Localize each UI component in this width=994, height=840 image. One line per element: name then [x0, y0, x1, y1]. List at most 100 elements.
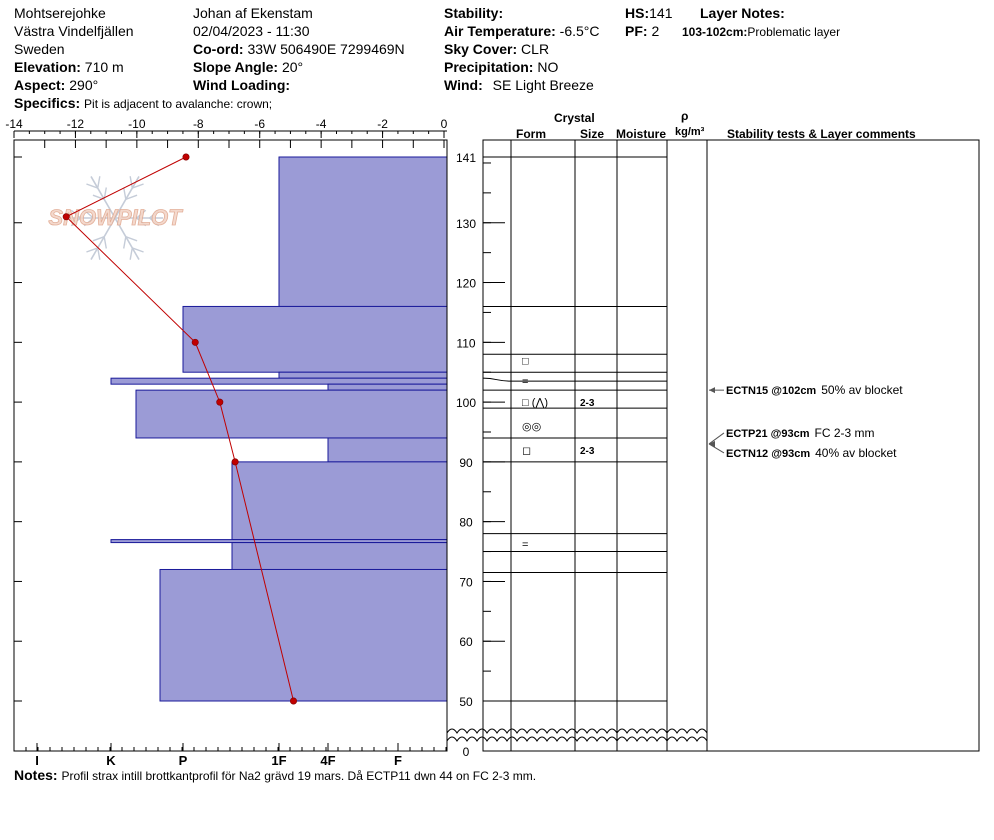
aspect-value: 290°: [69, 77, 99, 93]
height-tick-label: 120: [456, 277, 476, 291]
snowflake-branch: [92, 236, 105, 242]
snowflake-branch: [70, 209, 81, 219]
snowflake-arm: [114, 217, 140, 260]
crystal-header: Crystal: [554, 111, 595, 125]
layer-note: 103-102cm:Problematic layer: [682, 24, 840, 40]
coord-value: 33W 506490E 7299469N: [247, 41, 405, 57]
notes-text: Profil strax intill brottkantprofil för …: [61, 769, 537, 783]
slope-value: 20°: [281, 59, 304, 75]
grain-size: 2-3: [580, 398, 595, 409]
pf: PF: 2: [625, 23, 659, 39]
snowflake-branch: [97, 176, 101, 189]
temperature-point: [216, 398, 224, 406]
hardness-bar: [231, 542, 448, 570]
hardness-tick-label: P: [179, 753, 188, 768]
hs-label: HS:: [625, 5, 650, 21]
stability-tests: ECTN15 @102cm 50% av blocket ECTP21 @93cm F…: [708, 383, 903, 460]
snowflake-branch: [136, 217, 147, 227]
stability-test-comment: 50% av blocket: [821, 383, 903, 397]
hardness-bar: [278, 156, 448, 307]
temperature-point: [62, 213, 70, 221]
temperature-tick-label: -10: [128, 117, 146, 131]
hardness-bar: [327, 437, 448, 463]
height-tick-label: 0: [463, 745, 470, 759]
precip-value: NO: [537, 59, 559, 75]
grain-form: ◎◎: [522, 421, 541, 433]
grain-form: □: [522, 355, 529, 367]
location-name: Mohtserejohke: [14, 5, 106, 21]
hardness-tick-label: 4F: [320, 753, 335, 768]
snowflake-branch: [83, 209, 94, 219]
axis-break-line: [446, 728, 708, 734]
snowflake-branch: [123, 187, 127, 200]
height-tick-label: 130: [456, 217, 476, 231]
snowpilot-watermark: SNOWPILOT: [48, 176, 184, 260]
snowflake-branch: [70, 217, 81, 227]
layer-notes-label: Layer Notes:: [700, 5, 785, 21]
hardness-bar: [182, 305, 448, 373]
grain-form: □ (⋀): [522, 397, 548, 409]
comments-header: Stability tests & Layer comments: [727, 127, 916, 141]
air-temperature: Air Temperature: -6.5°C: [444, 23, 600, 39]
sky-cover: Sky Cover: CLR: [444, 41, 549, 57]
rho-header: ρ: [681, 109, 689, 123]
height-tick-label: 90: [459, 456, 473, 470]
sky-label: Sky Cover:: [444, 41, 518, 57]
axis-break-line: [446, 736, 708, 742]
snowflake-arm: [90, 176, 116, 219]
temperature-tick-label: -2: [377, 117, 388, 131]
snowflake-branch: [125, 194, 138, 200]
hardness-bar: [135, 389, 448, 439]
region-name: Västra Vindelfjällen: [14, 23, 134, 39]
snowflake-branch: [132, 183, 144, 189]
temperature-tick-label: -4: [316, 117, 327, 131]
temperature-tick-label: -12: [67, 117, 85, 131]
wind: Wind: SE Light Breeze: [444, 77, 594, 93]
aspect: Aspect: 290°: [14, 77, 98, 93]
pf-value: 2: [651, 23, 660, 39]
hs: HS:141: [625, 5, 672, 21]
temperature-point: [289, 697, 297, 705]
stability-test-comment: 40% av blocket: [815, 446, 897, 460]
height-tick-label: 141: [456, 151, 476, 165]
temperature-tick-label: -6: [254, 117, 265, 131]
snowflake-branch: [97, 247, 101, 260]
hardness-bar: [327, 383, 448, 391]
hardness-layers: [110, 156, 448, 702]
coord-label: Co-ord:: [193, 41, 244, 57]
moisture-header: Moisture: [616, 127, 667, 141]
temperature-point: [182, 153, 190, 161]
stability-test-name: ECTN12 @93cm: [726, 448, 810, 460]
wind-loading-label: Wind Loading:: [193, 77, 291, 93]
temperature-profile: [62, 153, 297, 705]
snowflake-branch: [125, 236, 138, 242]
precip-label: Precipitation:: [444, 59, 534, 75]
snowflake-branch: [103, 236, 107, 249]
stability-test-pointer: [708, 432, 725, 445]
snowflake-branch: [149, 217, 160, 227]
height-tick-label: 50: [459, 695, 473, 709]
layer-table: □ = □ (⋀) 2-3 ◎◎ ◻ 2-3 =: [482, 140, 708, 751]
height-tick-label: 80: [459, 516, 473, 530]
temperature-tick-label: 0: [441, 117, 448, 131]
air-temp-value: -6.5°C: [559, 23, 600, 39]
notes-label: Notes:: [14, 767, 58, 783]
height-tick-label: 110: [456, 336, 475, 350]
precipitation: Precipitation: NO: [444, 59, 558, 75]
notes: Notes: Profil strax intill brottkantprof…: [14, 767, 536, 784]
grain-size: 2-3: [580, 446, 595, 457]
density-unit-header: kg/m³: [675, 126, 705, 138]
snowflake-arm: [114, 176, 140, 219]
layer-connector: [482, 377, 512, 382]
hardness-tick-label: K: [106, 753, 116, 768]
hardness-tick-label: 1F: [271, 753, 286, 768]
grain-form: ◻: [522, 445, 531, 457]
snowflake-branch: [129, 176, 133, 189]
specifics: Specifics: Pit is adjacent to avalanche:…: [14, 95, 272, 112]
stability-label: Stability:: [444, 5, 504, 21]
watermark-text: SNOWPILOT: [48, 205, 183, 230]
observation-datetime: 02/04/2023 - 11:30: [193, 23, 310, 39]
snowflake-arm: [90, 217, 116, 260]
slope-label: Slope Angle:: [193, 59, 279, 75]
specifics-label: Specifics:: [14, 95, 81, 111]
